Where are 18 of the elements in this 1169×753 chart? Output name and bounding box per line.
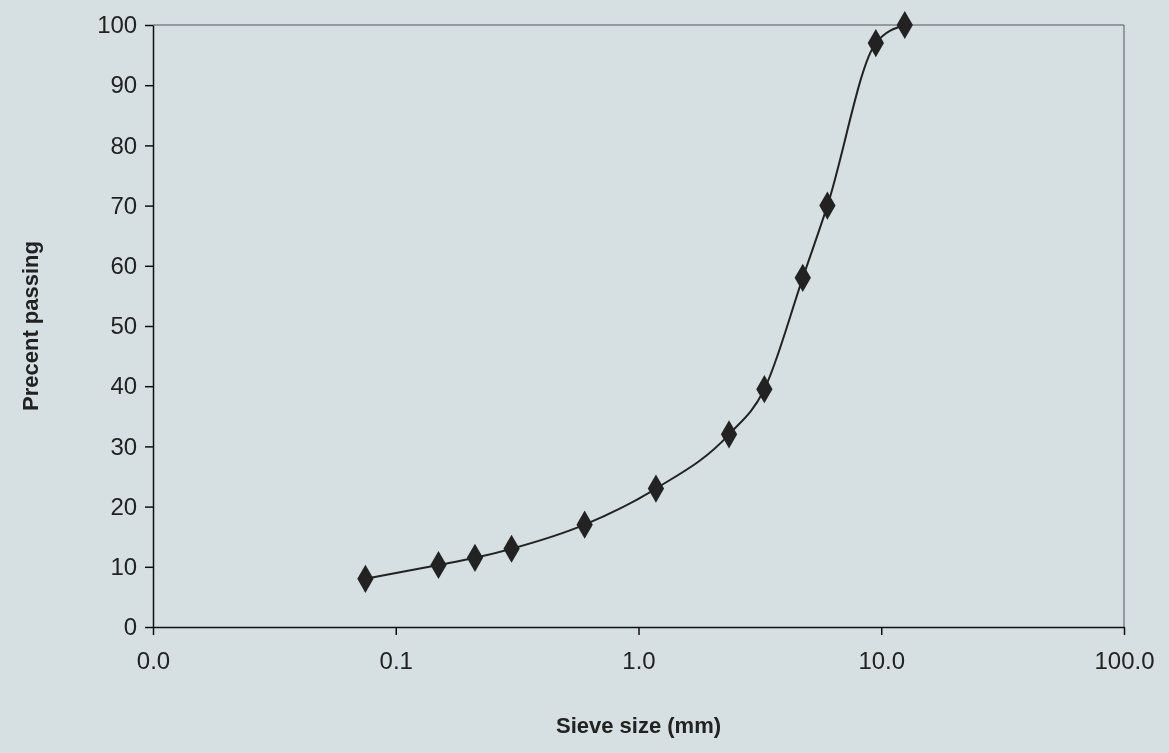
y-tick-label: 60	[110, 251, 138, 279]
y-tick-label: 80	[110, 131, 138, 159]
y-tick-label: 0	[123, 613, 138, 641]
y-tick-label: 50	[110, 312, 138, 340]
y-tick-label: 10	[110, 552, 138, 580]
y-tick-label: 100	[97, 11, 138, 39]
y-tick-label: 20	[110, 492, 138, 520]
x-tick-label: 0.1	[379, 647, 413, 675]
y-tick-label: 90	[110, 71, 138, 99]
x-axis-title: Sieve size (mm)	[555, 713, 722, 738]
y-tick-label: 40	[110, 372, 138, 400]
y-tick-label: 30	[110, 432, 138, 460]
x-tick-label: 10.0	[858, 647, 906, 675]
x-tick-label: 1.0	[622, 647, 656, 675]
x-tick-label: 100.0	[1094, 647, 1155, 675]
x-tick-label: 0.0	[136, 647, 171, 675]
y-tick-label: 70	[110, 191, 138, 219]
y-axis-title: Precent passing	[18, 241, 43, 411]
